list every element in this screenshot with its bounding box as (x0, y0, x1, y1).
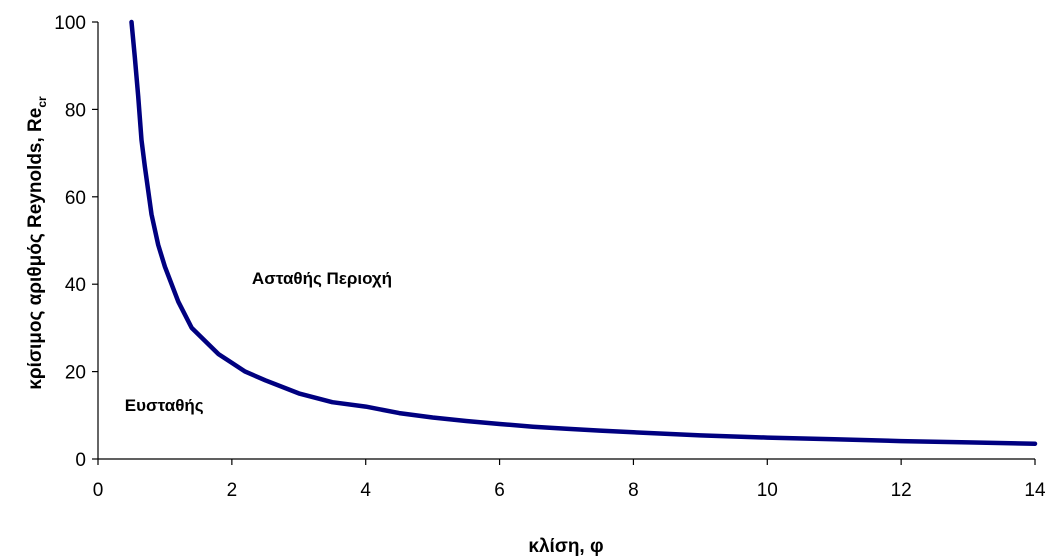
x-tick-label: 0 (93, 480, 104, 501)
y-tick-label: 0 (75, 450, 86, 471)
x-tick-label: 12 (891, 480, 912, 501)
x-tick-label: 2 (227, 480, 238, 501)
x-axis-title: κλίση, φ (528, 536, 603, 557)
y-axis-title-subscript: cr (35, 96, 49, 108)
x-tick-label: 8 (628, 480, 639, 501)
series-line (129, 19, 1038, 446)
y-tick-label: 60 (65, 188, 86, 209)
x-tick-label: 10 (757, 480, 778, 501)
y-tick-label: 40 (65, 275, 86, 296)
annotation-unstable: Ασταθής Περιοχή (252, 269, 392, 288)
series-layer (129, 19, 1038, 446)
y-tick-label: 100 (54, 13, 86, 34)
y-axis-title: κρίσιμος αριθμός Reynolds, Recr (25, 96, 49, 390)
y-tick-label: 80 (65, 100, 86, 121)
y-tick-label: 20 (65, 363, 86, 384)
annotations: Ασταθής Περιοχή Ευσταθής (125, 269, 392, 415)
x-tick-label: 14 (1024, 480, 1046, 501)
axes (97, 22, 1035, 460)
y-axis-title-text: κρίσιμος αριθμός Reynolds, Re (25, 108, 46, 390)
x-tick-label: 4 (360, 480, 371, 501)
x-tick-label: 6 (494, 480, 505, 501)
ticks: 0 20 40 60 80 100 0 2 4 6 8 10 12 14 (54, 13, 1046, 501)
annotation-stable: Ευσταθής (125, 396, 204, 415)
